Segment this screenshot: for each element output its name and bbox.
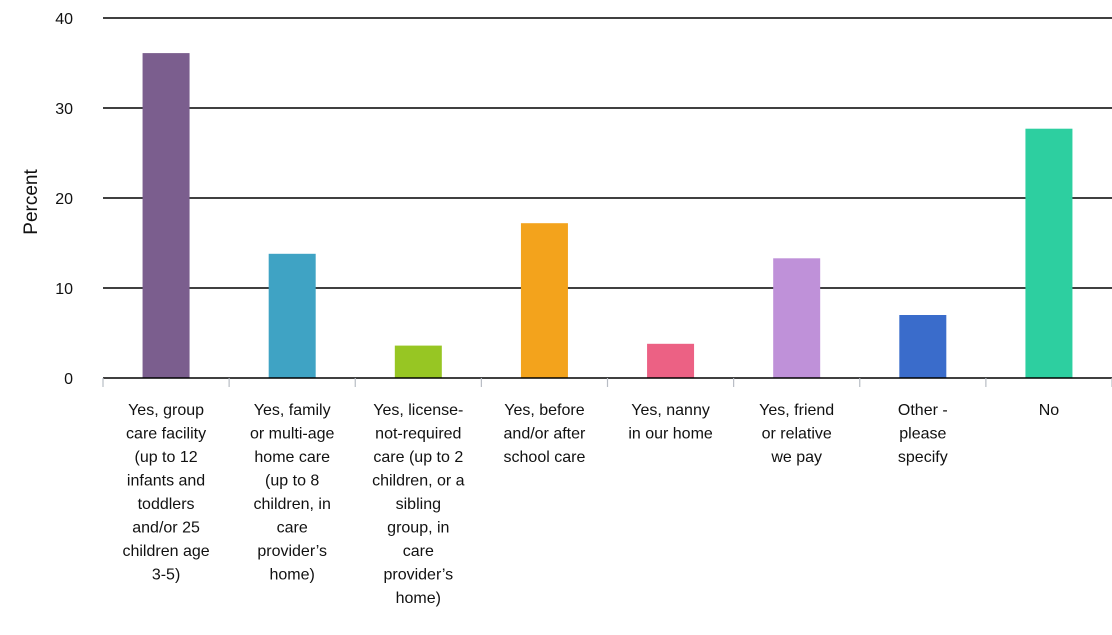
bar: [142, 53, 190, 378]
x-tick-label-line: specify: [898, 449, 948, 466]
x-tick-label-line: or multi-age: [250, 426, 335, 443]
x-tick-label: Yes, family or multi-age home care (up to 8…: [250, 402, 335, 584]
x-tick-label-line: children, in: [254, 496, 331, 513]
bar: [520, 223, 568, 378]
x-tick-label-line: care: [403, 543, 434, 560]
x-tick-label-line: not-required: [375, 426, 461, 443]
x-tick-label-line: and/or after: [504, 426, 587, 443]
y-tick-label: 0: [64, 371, 73, 388]
x-tick-label: Yes, before and/or after school care: [504, 402, 587, 466]
bar: [647, 343, 695, 378]
x-tick-label-line: Yes, nanny: [631, 402, 710, 419]
x-tick-label-line: toddlers: [138, 496, 195, 513]
y-tick-label: 40: [55, 11, 73, 28]
x-tick-label-line: sibling: [396, 496, 441, 513]
x-tick-label-line: care facility: [126, 426, 206, 443]
y-tick-label: 30: [55, 101, 73, 118]
x-tick-label-line: we pay: [770, 449, 822, 466]
y-tick-label: 20: [55, 191, 73, 208]
x-tick-label-line: home): [270, 567, 315, 584]
bar: [773, 258, 821, 378]
y-tick-labels: 0 10 20 30 40: [55, 11, 73, 388]
gridlines: [103, 17, 1112, 289]
x-tick-label-line: school care: [504, 449, 586, 466]
x-tick-label-line: Yes, family: [254, 402, 331, 419]
bars: [142, 53, 1073, 378]
x-tick-label-line: group, in: [387, 520, 449, 537]
x-tick-label-line: (up to 8: [265, 473, 319, 490]
x-tick-label-line: Other -: [898, 402, 948, 419]
x-tick-label-line: in our home: [628, 426, 713, 443]
x-tick-label-line: care (up to 2: [373, 449, 463, 466]
x-tick-label-line: Yes, before: [504, 402, 584, 419]
x-tick-label-line: (up to 12: [134, 449, 197, 466]
x-tick-label-line: and/or 25: [132, 520, 200, 537]
y-axis-label: Percent: [21, 169, 42, 235]
x-tick-label-line: children age: [122, 543, 209, 560]
x-axis: [102, 377, 1112, 387]
x-tick-label-line: Yes, group: [128, 402, 204, 419]
x-tick-label: Other - please specify: [898, 402, 948, 466]
x-tick-label: No: [1039, 402, 1060, 419]
x-tick-label: Yes, nanny in our home: [628, 402, 713, 443]
x-tick-label: Yes, friend or relative we pay: [759, 402, 834, 466]
bar: [1025, 128, 1073, 378]
x-tick-label-line: provider’s: [257, 543, 327, 560]
x-tick-label-line: home): [396, 590, 441, 607]
bar: [268, 253, 316, 378]
x-tick-label: Yes, license-not-required care (up to 2 ch…: [372, 402, 465, 607]
x-tick-label-line: infants and: [127, 473, 205, 490]
x-tick-label-line: care: [277, 520, 308, 537]
bar: [899, 315, 947, 378]
x-tick-label-line: children, or a: [372, 473, 465, 490]
x-tick-label-line: Yes, license-: [373, 402, 463, 419]
x-tick-label-line: 3-5): [152, 567, 180, 584]
y-tick-label: 10: [55, 281, 73, 298]
x-tick-label-line: please: [899, 426, 946, 443]
x-tick-label-line: No: [1039, 402, 1060, 419]
bar: [394, 345, 442, 378]
x-tick-label-line: home care: [254, 449, 330, 466]
x-tick-label-line: Yes, friend: [759, 402, 834, 419]
x-tick-labels: Yes, group care facility (up to 12 infants …: [122, 402, 1059, 607]
x-tick-label-line: or relative: [762, 426, 832, 443]
x-tick-label-line: provider’s: [383, 567, 453, 584]
x-tick-label: Yes, group care facility (up to 12 infants …: [122, 402, 209, 584]
